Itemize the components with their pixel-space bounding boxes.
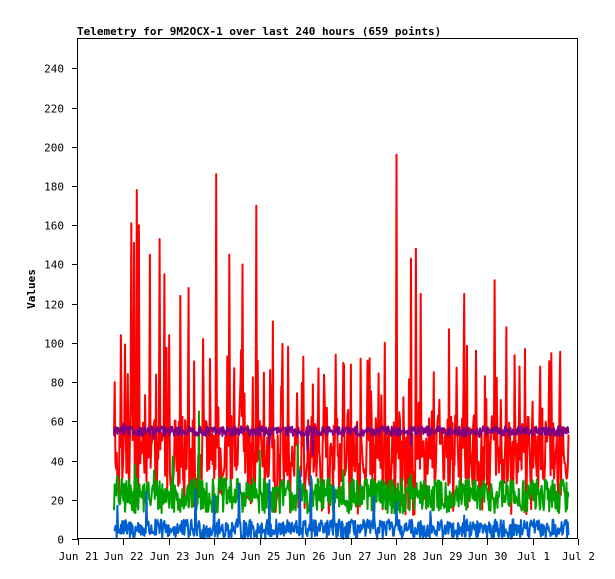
plot-frame xyxy=(77,38,578,539)
x-tick-label-7: Jun 28 xyxy=(377,550,417,563)
x-tick-label-8: Jun 29 xyxy=(423,550,463,563)
chart-title: Telemetry for 9M2OCX-1 over last 240 hou… xyxy=(77,25,441,38)
x-tick-label-5: Jun 26 xyxy=(286,550,326,563)
x-tick-label-4: Jun 25 xyxy=(241,550,281,563)
x-tick-label-2: Jun 23 xyxy=(150,550,190,563)
y-tick-label-80: 80 xyxy=(51,377,64,390)
y-tick-label-0: 0 xyxy=(57,534,64,547)
series-line-3 xyxy=(113,469,570,540)
series-layer xyxy=(113,153,570,540)
series-line-4 xyxy=(113,422,570,456)
y-axis-label: Values xyxy=(25,269,38,309)
y-tick-label-160: 160 xyxy=(44,220,64,233)
x-tick-label-11: Jul 2 xyxy=(562,550,595,563)
x-tick-label-1: Jun 22 xyxy=(104,550,144,563)
y-tick-label-180: 180 xyxy=(44,181,64,194)
y-tick-label-240: 240 xyxy=(44,63,64,76)
x-tick-label-10: Jul 1 xyxy=(517,550,550,563)
x-axis: Jun 21 Jun 22 Jun 23 Jun 24 Jun 25 Jun 26 Jun … xyxy=(59,539,595,563)
y-tick-label-200: 200 xyxy=(44,142,64,155)
y-tick-label-220: 220 xyxy=(44,103,64,116)
series-line-2 xyxy=(113,410,570,515)
x-tick-label-6: Jun 27 xyxy=(332,550,372,563)
y-tick-label-100: 100 xyxy=(44,338,64,351)
x-tick-label-9: Jun 30 xyxy=(468,550,508,563)
y-tick-label-60: 60 xyxy=(51,416,64,429)
y-tick-label-20: 20 xyxy=(51,495,64,508)
y-tick-label-120: 120 xyxy=(44,299,64,312)
y-axis: 0 20 40 60 80 100 120 140 160 180 200 220 240 xyxy=(44,63,78,547)
x-tick-label-3: Jun 24 xyxy=(195,550,235,563)
y-tick-label-40: 40 xyxy=(51,456,64,469)
y-tick-label-140: 140 xyxy=(44,259,64,272)
x-tick-label-0: Jun 21 xyxy=(59,550,99,563)
